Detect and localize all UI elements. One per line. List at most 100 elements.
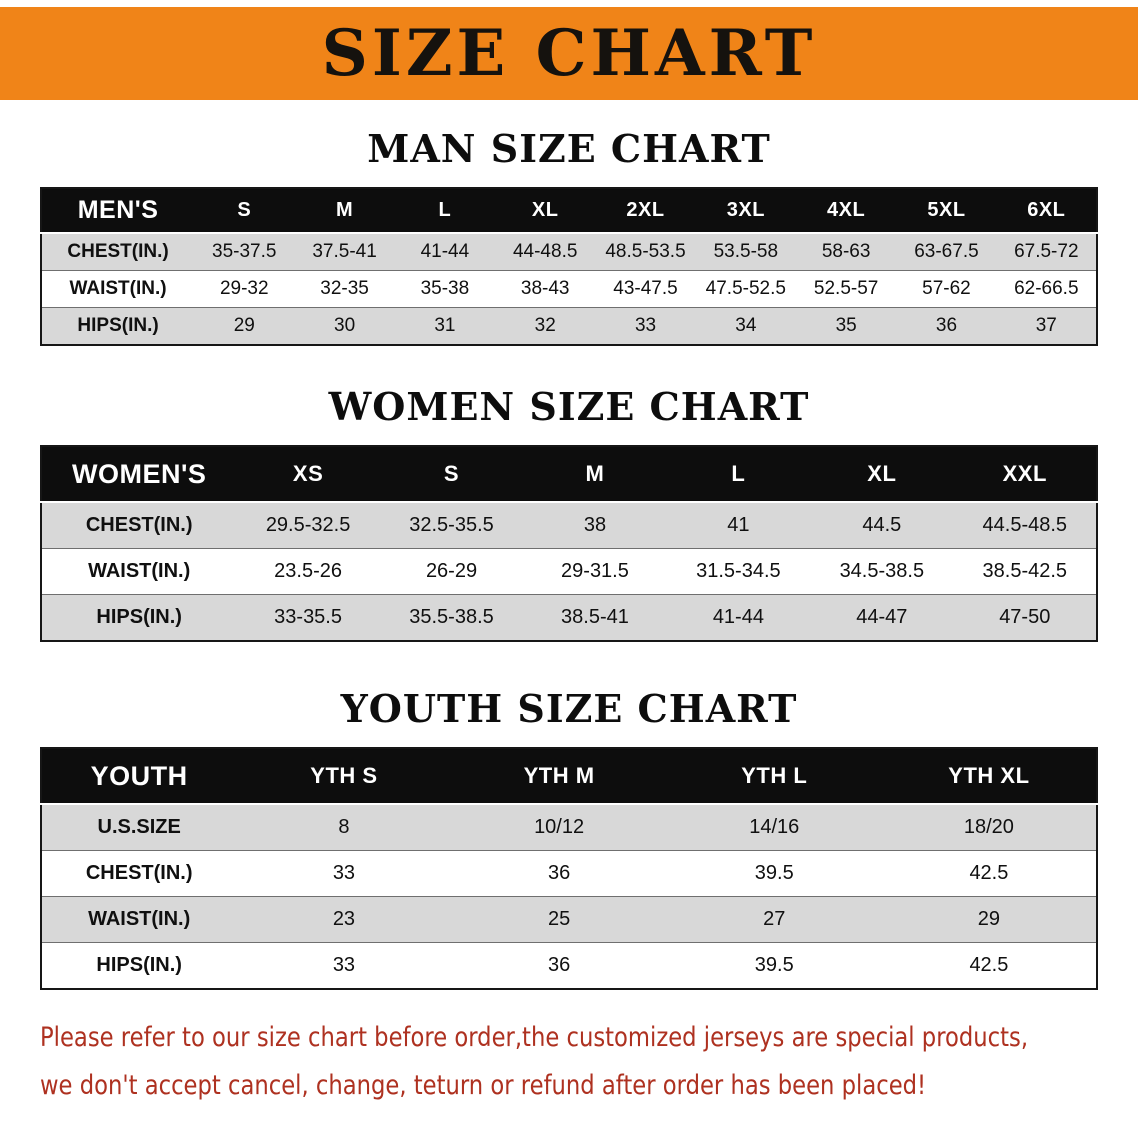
size-column-header: 4XL xyxy=(827,199,866,221)
size-value: 35-37.5 xyxy=(212,241,277,262)
size-column-header: S xyxy=(443,461,460,486)
size-column-header: XS xyxy=(292,461,324,486)
size-value: 14/16 xyxy=(749,816,800,838)
size-value: 32-35 xyxy=(320,278,369,299)
size-value: 62-66.5 xyxy=(1014,278,1079,299)
men-section-heading: MAN SIZE CHART xyxy=(367,126,771,171)
size-value: 29 xyxy=(233,315,255,336)
size-value: 32.5-35.5 xyxy=(409,514,494,536)
size-value: 63-67.5 xyxy=(914,241,979,262)
size-value: 52.5-57 xyxy=(813,278,879,299)
table-row: U.S.SIZE 8 10/12 14/16 18/20 xyxy=(41,804,1097,851)
size-value: 53.5-58 xyxy=(713,241,779,262)
table-header-row: WOMEN'S XS S M L XL XXL xyxy=(41,446,1097,502)
size-value: 44-47 xyxy=(856,606,908,628)
size-column-header: YTH M xyxy=(523,763,595,788)
size-value: 37.5-41 xyxy=(312,241,377,262)
youth-section-heading: YOUTH SIZE CHART xyxy=(340,686,798,731)
size-column-header: M xyxy=(585,461,605,486)
size-value: 10/12 xyxy=(534,816,585,838)
size-value: 29.5-32.5 xyxy=(265,514,351,536)
size-value: 23 xyxy=(332,908,356,930)
row-label: CHEST(IN.) xyxy=(85,862,193,884)
table-row: HIPS(IN.) 33-35.5 35.5-38.5 38.5-41 41-44 44-… xyxy=(41,594,1097,641)
size-value: 41 xyxy=(727,514,750,536)
size-value: 44.5-48.5 xyxy=(982,514,1068,536)
footer-notice: Please refer to our size chart before or… xyxy=(40,1014,1138,1110)
size-value: 35 xyxy=(835,315,857,336)
size-value: 32 xyxy=(534,315,556,336)
row-label: HIPS(IN.) xyxy=(96,954,182,976)
women-section-heading: WOMEN SIZE CHART xyxy=(328,384,810,429)
size-column-header: XL xyxy=(531,199,559,221)
men-size-table: MEN'S S M L XL 2XL 3XL 4XL 5XL 6XL CHEST(IN.) 35-37… xyxy=(40,187,1098,346)
table-row: WAIST(IN.) 23.5-26 26-29 29-31.5 31.5-34.5 34… xyxy=(41,548,1097,595)
size-column-header: 2XL xyxy=(626,199,665,221)
table-row: CHEST(IN.) 33 36 39.5 42.5 xyxy=(41,850,1097,897)
size-value: 44-48.5 xyxy=(512,241,578,262)
size-value: 35.5-38.5 xyxy=(409,606,494,628)
table-title-cell: MEN'S xyxy=(77,196,159,224)
row-label: WAIST(IN.) xyxy=(88,908,191,930)
women-size-table: WOMEN'S XS S M L XL XXL CHEST(IN.) 29.5-32.5 32.5… xyxy=(40,445,1098,642)
charts-area: MAN SIZE CHART MEN'S S M L XL 2XL 3XL 4XL 5XL 6XL… xyxy=(0,126,1138,990)
size-value: 18/20 xyxy=(963,816,1014,838)
size-value: 39.5 xyxy=(754,862,794,884)
size-column-header: 6XL xyxy=(1027,199,1066,221)
size-value: 36 xyxy=(547,954,571,976)
size-value: 29-32 xyxy=(219,278,269,299)
size-value: 38 xyxy=(583,514,607,536)
size-value: 48.5-53.5 xyxy=(605,241,686,262)
size-column-header: YTH XL xyxy=(948,763,1030,788)
row-label: CHEST(IN.) xyxy=(85,514,193,536)
table-row: HIPS(IN.) 33 36 39.5 42.5 xyxy=(41,942,1097,989)
size-value: 42.5 xyxy=(969,954,1009,976)
table-row: CHEST(IN.) 29.5-32.5 32.5-35.5 38 41 44.5 44.5… xyxy=(41,502,1097,549)
size-value: 58-63 xyxy=(821,241,871,262)
table-row: WAIST(IN.) 23 25 27 29 xyxy=(41,896,1097,943)
section-women: WOMEN SIZE CHART WOMEN'S XS S M L XL XXL CHEST(… xyxy=(0,384,1138,642)
size-value: 30 xyxy=(334,315,356,336)
size-value: 41-44 xyxy=(712,606,764,628)
size-value: 31 xyxy=(434,315,456,336)
size-value: 67.5-72 xyxy=(1014,241,1079,262)
size-column-header: S xyxy=(237,199,252,221)
size-value: 31.5-34.5 xyxy=(696,560,781,582)
size-value: 29 xyxy=(977,908,1001,930)
size-chart-page: SIZE CHART MAN SIZE CHART MEN'S S M L XL 2XL 3… xyxy=(0,7,1138,1139)
size-value: 44.5 xyxy=(862,514,902,536)
size-value: 25 xyxy=(547,908,571,930)
size-column-header: M xyxy=(335,199,354,221)
size-value: 38.5-41 xyxy=(561,606,629,628)
size-value: 47.5-52.5 xyxy=(705,278,786,299)
section-youth: YOUTH SIZE CHART YOUTH YTH S YTH M YTH L YTH… xyxy=(0,686,1138,990)
row-label: U.S.SIZE xyxy=(97,816,181,838)
size-column-header: XL xyxy=(867,461,897,486)
size-value: 8 xyxy=(338,816,350,838)
size-value: 38-43 xyxy=(520,278,570,299)
size-column-header: 5XL xyxy=(927,199,966,221)
youth-size-table: YOUTH YTH S YTH M YTH L YTH XL U.S.SIZE 8 10/12… xyxy=(40,747,1098,990)
size-value: 36 xyxy=(547,862,571,884)
size-column-header: XXL xyxy=(1002,461,1047,486)
size-value: 42.5 xyxy=(969,862,1009,884)
size-value: 33 xyxy=(634,315,657,336)
table-title-cell: WOMEN'S xyxy=(71,458,207,489)
table-header-row: MEN'S S M L XL 2XL 3XL 4XL 5XL 6XL xyxy=(41,188,1097,233)
size-value: 29-31.5 xyxy=(561,560,629,582)
size-value: 36 xyxy=(935,315,958,336)
notice-line-2: we don't accept cancel, change, teturn o… xyxy=(40,1070,927,1101)
table-row: CHEST(IN.) 35-37.5 37.5-41 41-44 44-48.5 48.5… xyxy=(41,233,1097,271)
table-title-cell: YOUTH xyxy=(90,760,188,791)
size-value: 39.5 xyxy=(754,954,794,976)
size-value: 43-47.5 xyxy=(613,278,678,299)
table-row: HIPS(IN.) 29 30 31 32 33 34 35 36 37 xyxy=(41,307,1097,345)
size-value: 57-62 xyxy=(922,278,971,299)
size-value: 38.5-42.5 xyxy=(982,560,1068,582)
row-label: WAIST(IN.) xyxy=(88,560,191,582)
notice-line-1: Please refer to our size chart before or… xyxy=(40,1022,1029,1053)
size-value: 41-44 xyxy=(420,241,470,262)
size-value: 47-50 xyxy=(999,606,1051,628)
size-value: 33 xyxy=(332,954,356,976)
size-value: 23.5-26 xyxy=(274,560,342,582)
